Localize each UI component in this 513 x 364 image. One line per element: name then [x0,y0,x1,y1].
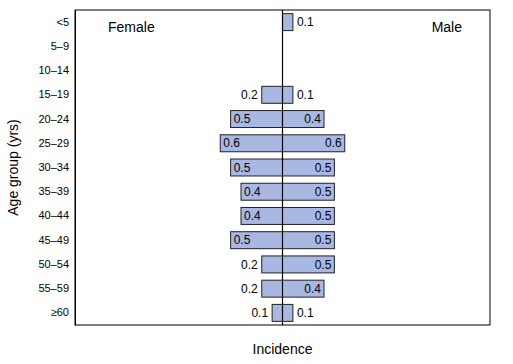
data-label: 0.5 [315,233,332,247]
bar [272,304,282,321]
bar [283,256,335,273]
y-axis: <5 5–9 10–14 15–19 20–24 25–29 30–34 35–39 40–44… [38,11,75,326]
side-label: Female [108,19,155,35]
x-axis-title: Incidence [253,341,313,357]
data-label: 0.1 [297,306,314,320]
y-tick-label: 20–24 [38,113,69,125]
y-tick: 25–29 [38,137,75,149]
bar [283,159,335,176]
data-label: 0.1 [297,88,314,102]
y-tick-label: 50–54 [38,258,69,270]
data-label: 0.5 [315,161,332,175]
bar [262,86,283,103]
y-tick-label: 25–29 [38,137,69,149]
bar [283,86,293,103]
y-tick: 50–54 [38,258,75,270]
data-label: 0.4 [244,209,261,223]
y-tick: 5–9 [51,40,75,52]
bar [283,207,335,224]
y-tick-label: 30–34 [38,161,69,173]
data-label: 0.5 [234,161,251,175]
y-tick: 45–49 [38,234,75,246]
data-label: 0.5 [234,233,251,247]
data-label: 0.4 [304,112,321,126]
bar [231,159,283,176]
data-label: 0.2 [241,88,258,102]
y-tick: 30–34 [38,161,75,173]
bar [241,207,283,224]
y-tick: 55–59 [38,282,75,294]
data-label: 0.6 [223,136,240,150]
zero-line [282,10,283,325]
bar [262,256,283,273]
y-tick-label: 15–19 [38,88,69,100]
bar [231,111,283,128]
bar [241,183,283,200]
side-label: Male [432,19,463,35]
y-tick: <5 [56,16,75,28]
y-tick-label: 45–49 [38,234,69,246]
y-tick: 20–24 [38,113,75,125]
y-tick: ≥60 [51,306,75,318]
bar [283,14,293,31]
bar [283,304,293,321]
bar [283,183,335,200]
y-tick: 15–19 [38,88,75,100]
y-tick-label: ≥60 [51,306,69,318]
y-tick: 40–44 [38,209,75,221]
data-label: 0.2 [241,282,258,296]
y-tick-label: 55–59 [38,282,69,294]
data-label: 0.5 [315,185,332,199]
data-label: 0.4 [304,282,321,296]
y-tick: 10–14 [38,64,75,76]
y-tick-label: <5 [56,16,69,28]
data-label: 0.1 [251,306,268,320]
y-tick-label: 35–39 [38,185,69,197]
bar [231,232,283,249]
chart: <5 5–9 10–14 15–19 20–24 25–29 30–34 35–39 40–44… [0,0,513,364]
bar [283,135,345,152]
y-axis-title: Age group (yrs) [5,119,21,215]
data-label: 0.1 [297,15,314,29]
y-tick-label: 10–14 [38,64,69,76]
y-tick: 35–39 [38,185,75,197]
data-label: 0.5 [315,209,332,223]
data-label: 0.5 [234,112,251,126]
bar [283,111,325,128]
data-label: 0.4 [244,185,261,199]
plot-frame [75,10,490,325]
data-label: 0.5 [315,258,332,272]
data-label: 0.2 [241,258,258,272]
y-tick-label: 5–9 [51,40,69,52]
y-tick-label: 40–44 [38,209,69,221]
bar [283,280,325,297]
y-axis-line [75,11,76,326]
bar [283,232,335,249]
bar [262,280,283,297]
data-label: 0.6 [325,136,342,150]
bar [220,135,282,152]
